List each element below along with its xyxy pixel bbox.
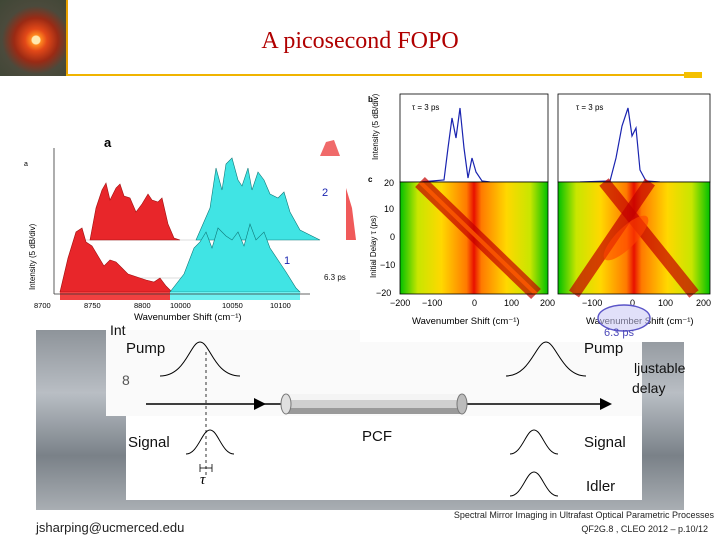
panel-a-delay-label: 6.3 ps <box>324 273 346 282</box>
panel-b-letter: b <box>368 95 373 104</box>
signal-label-right: Signal <box>584 434 626 451</box>
panel-c-xlabel-left: Wavenumber Shift (cm⁻¹) <box>412 316 520 327</box>
panel-c-right-stripe-a <box>569 178 655 298</box>
panel-c-xtick-left-3: 100 <box>504 298 519 308</box>
panel-c-xtick-right-1: 0 <box>630 298 635 308</box>
schematic-int-label: Int <box>110 322 126 338</box>
signal-pulse-left <box>185 429 235 455</box>
red-spectrum-back <box>89 182 181 241</box>
panel-c-xtick-left-4: 200 <box>540 298 555 308</box>
slide-title: A picosecond FOPO <box>261 28 459 54</box>
panel-a-xlabel: Wavenumber Shift (cm⁻¹) <box>134 312 242 323</box>
pump-label-right: Pump <box>584 340 624 357</box>
tau-symbol: τ <box>200 472 206 488</box>
clipped-glyph: 8 <box>122 372 130 388</box>
panel-a-figure: a a Intensity (5 dB/div) 2 1 6.3 ps 8700… <box>20 128 360 312</box>
panel-c-ytick-2: 0 <box>390 232 395 242</box>
panel-a-ylabel: Intensity (5 dB/div) <box>28 223 37 290</box>
panel-c-ylabel: Initial Delay τ (ps) <box>369 215 378 278</box>
footer-email: jsharping@ucmerced.edu <box>36 520 185 535</box>
panel-a-trace-label-1: 1 <box>284 255 290 267</box>
panel-c-xtick-left-0: −200 <box>390 298 410 308</box>
cyan-spectrum-back <box>195 157 321 241</box>
header-rule-end <box>684 72 702 78</box>
panel-a-tick-red-2: 8800 <box>134 301 151 310</box>
panel-a-tick-red-1: 8750 <box>84 301 101 310</box>
panel-b-left-trace <box>419 107 491 183</box>
panel-c-right-stripe-b <box>599 178 699 298</box>
idler-label-right: Idler <box>586 478 616 495</box>
panel-c-letter: c <box>368 175 373 184</box>
panel-a-trace-label-2: 2 <box>322 187 328 199</box>
pink-fragment-mid <box>346 188 356 240</box>
panel-c-bubble <box>597 304 651 332</box>
pcf-label: PCF <box>362 428 392 445</box>
pump-pulse-left <box>159 341 241 377</box>
signal-label-left: Signal <box>128 434 170 451</box>
pump-pulse-right <box>505 341 587 377</box>
panel-a-small-letter: a <box>24 161 28 168</box>
panel-a-letter: a <box>104 135 112 150</box>
panel-c-xtick-left-2: 0 <box>472 298 477 308</box>
pink-fragment-top <box>320 140 340 156</box>
panel-c-ytick-4: −20 <box>376 288 391 298</box>
panel-a-tick-cyan-2: 10100 <box>270 301 291 310</box>
panel-b-right-trace <box>579 107 661 183</box>
header-rule-horizontal <box>66 74 702 76</box>
footer-session: QF2G.8 , CLEO 2012 – p.10/12 <box>581 524 708 534</box>
cyan-spectrum-front <box>169 223 301 293</box>
panel-c-xtick-right-0: −100 <box>582 298 602 308</box>
panel-c-ytick-3: −10 <box>380 260 395 270</box>
pump-label-left: Pump <box>126 340 166 357</box>
panel-b-tau-left: τ = 3 ps <box>412 103 439 112</box>
schematic-figure <box>146 341 612 497</box>
panel-c-xtick-left-1: −100 <box>422 298 442 308</box>
panel-c-bubble-text: 6.3 ps <box>604 327 634 339</box>
panel-a-tick-cyan-0: 10000 <box>170 301 191 310</box>
adjustable-label: ljustable <box>634 360 686 376</box>
idler-pulse-right <box>509 471 559 497</box>
delay-label: delay <box>632 380 666 396</box>
footer-talk-title: Spectral Mirror Imaging in Ultrafast Opt… <box>453 510 714 520</box>
panel-b-ylabel: Intensity (5 dB/div) <box>371 93 380 160</box>
panel-a-tick-cyan-1: 10050 <box>222 301 243 310</box>
red-spectrum-front <box>59 227 173 293</box>
panel-c-ytick-0: 20 <box>384 178 394 188</box>
panel-c-ytick-1: 10 <box>384 204 394 214</box>
signal-pulse-right <box>509 429 559 455</box>
panel-bc-figure: b Intensity (5 dB/div) τ = 3 ps τ = 3 ps… <box>360 88 720 342</box>
panel-c-xtick-right-3: 200 <box>696 298 711 308</box>
panel-a-tick-red-0: 8700 <box>34 301 51 310</box>
panel-c-xtick-right-2: 100 <box>658 298 673 308</box>
header-rule-vertical <box>66 0 68 76</box>
panel-b-tau-right: τ = 3 ps <box>576 103 603 112</box>
corner-logo-image <box>0 0 66 76</box>
